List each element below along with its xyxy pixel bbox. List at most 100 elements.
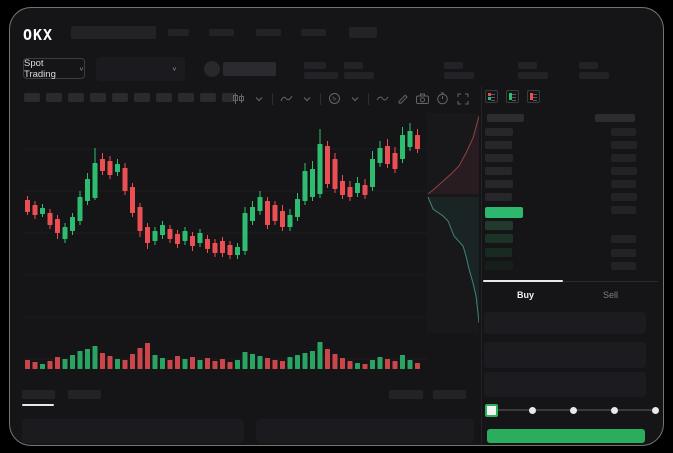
chevron-down-icon: ∨ — [78, 66, 84, 72]
header-search-placeholder[interactable] — [71, 26, 156, 39]
chevron-down-icon[interactable] — [300, 92, 313, 105]
amount-input[interactable] — [484, 342, 646, 368]
ask-amount-placeholder[interactable] — [611, 167, 637, 175]
stat-value-placeholder — [579, 72, 609, 79]
draw-icon[interactable] — [396, 92, 409, 105]
total-input[interactable] — [484, 372, 646, 397]
interval-button-placeholder[interactable] — [24, 93, 40, 102]
stat-value-placeholder — [444, 72, 474, 79]
depth-chart[interactable] — [427, 113, 479, 333]
panel-divider — [481, 86, 482, 445]
chevron-down-icon[interactable] — [348, 92, 361, 105]
line-style-icon[interactable] — [280, 92, 293, 105]
wave-icon[interactable] — [376, 92, 389, 105]
ask-price-placeholder[interactable] — [485, 154, 513, 162]
chart-toolbar: fx — [232, 92, 469, 105]
bottom-action-placeholder[interactable] — [433, 390, 466, 399]
buy-book-icon[interactable] — [506, 90, 519, 103]
interval-button-placeholder[interactable] — [112, 93, 128, 102]
interval-button-placeholder[interactable] — [156, 93, 172, 102]
ask-price-placeholder[interactable] — [485, 193, 512, 201]
bid-price-placeholder[interactable] — [485, 247, 512, 257]
svg-text:fx: fx — [332, 97, 337, 103]
ask-price-placeholder[interactable] — [485, 128, 513, 136]
nav-item-placeholder[interactable] — [168, 29, 189, 36]
slider-stop[interactable] — [569, 406, 577, 414]
open-orders-panel — [22, 419, 244, 443]
last-price-bar[interactable] — [485, 207, 523, 218]
buy-tab-underline — [483, 280, 563, 282]
ask-price-placeholder[interactable] — [485, 141, 512, 149]
tab-sell[interactable]: Sell — [569, 286, 655, 306]
camera-icon[interactable] — [416, 92, 429, 105]
combined-book-icon[interactable] — [485, 90, 498, 103]
stat-label-placeholder — [344, 62, 363, 69]
sell-book-icon[interactable] — [527, 90, 540, 103]
tab-buy[interactable]: Buy — [483, 286, 569, 306]
bid-price-placeholder[interactable] — [485, 221, 513, 230]
bid-amount-placeholder[interactable] — [611, 235, 636, 244]
interval-button-placeholder[interactable] — [46, 93, 62, 102]
interval-button-placeholder[interactable] — [134, 93, 150, 102]
ask-amount-placeholder[interactable] — [611, 193, 637, 201]
ask-amount-placeholder[interactable] — [611, 180, 636, 188]
pair-select[interactable]: ∨ — [96, 57, 185, 81]
sell-tab-label: Sell — [603, 290, 619, 300]
bid-amount-placeholder[interactable] — [611, 248, 636, 257]
ask-amount-placeholder[interactable] — [611, 154, 636, 162]
stat-label-placeholder — [518, 62, 537, 69]
bottom-action-placeholder[interactable] — [389, 390, 423, 399]
chevron-down-icon: ∨ — [171, 66, 177, 73]
stat-label-placeholder — [444, 62, 463, 69]
nav-item-placeholder[interactable] — [349, 27, 377, 38]
interval-button-placeholder[interactable] — [178, 93, 194, 102]
interval-button-placeholder[interactable] — [222, 93, 235, 102]
orderbook-view-toggles — [485, 90, 540, 103]
bid-price-placeholder[interactable] — [485, 234, 513, 244]
slider-stop[interactable] — [610, 406, 618, 414]
slider-handle[interactable] — [484, 403, 498, 417]
ask-amount-placeholder[interactable] — [611, 128, 636, 136]
candlestick-style-icon[interactable] — [232, 92, 245, 105]
nav-item-placeholder[interactable] — [209, 29, 234, 36]
orderbook-header-right[interactable] — [595, 114, 635, 122]
toolbar-divider — [368, 92, 369, 105]
interval-button-placeholder[interactable] — [90, 93, 106, 102]
app-window: OKX Spot Trading ∨ ∨ fx Buy Sell — [9, 7, 664, 446]
ask-price-placeholder[interactable] — [485, 180, 513, 188]
buy-tab-label: Buy — [517, 290, 535, 300]
bottom-tab-placeholder[interactable] — [22, 390, 55, 399]
bid-price-placeholder[interactable] — [485, 260, 513, 270]
bid-amount-placeholder[interactable] — [611, 261, 636, 270]
bottom-tab-placeholder[interactable] — [68, 390, 101, 399]
last-price-amount-placeholder[interactable] — [611, 206, 636, 214]
interval-button-placeholder[interactable] — [200, 93, 216, 102]
price-input[interactable] — [484, 312, 646, 334]
bottom-tab-underline — [22, 404, 54, 406]
timer-icon[interactable] — [436, 92, 449, 105]
interval-button-placeholder[interactable] — [68, 93, 84, 102]
stat-label-placeholder — [579, 62, 598, 69]
ask-price-placeholder[interactable] — [485, 167, 512, 175]
slider-stop[interactable] — [528, 406, 536, 414]
ask-amount-placeholder[interactable] — [611, 141, 637, 149]
buy-submit-button[interactable] — [487, 429, 645, 443]
nav-item-placeholder[interactable] — [301, 29, 326, 36]
candlestick-chart[interactable] — [23, 113, 427, 381]
market-type-dropdown[interactable]: Spot Trading ∨ — [23, 58, 85, 80]
toolbar-divider — [320, 92, 321, 105]
fullscreen-icon[interactable] — [456, 92, 469, 105]
chevron-down-icon[interactable] — [252, 92, 265, 105]
indicators-icon[interactable]: fx — [328, 92, 341, 105]
pair-name-placeholder — [223, 62, 276, 76]
slider-stop[interactable] — [651, 406, 659, 414]
okx-logo[interactable]: OKX — [23, 26, 54, 44]
tab-bar-divider — [483, 281, 658, 282]
order-history-panel — [256, 419, 474, 443]
orderbook-header-left[interactable] — [487, 114, 524, 122]
nav-item-placeholder[interactable] — [256, 29, 281, 36]
stat-value-placeholder — [344, 72, 374, 79]
stat-value-placeholder — [518, 72, 548, 79]
coin-avatar — [204, 61, 220, 77]
